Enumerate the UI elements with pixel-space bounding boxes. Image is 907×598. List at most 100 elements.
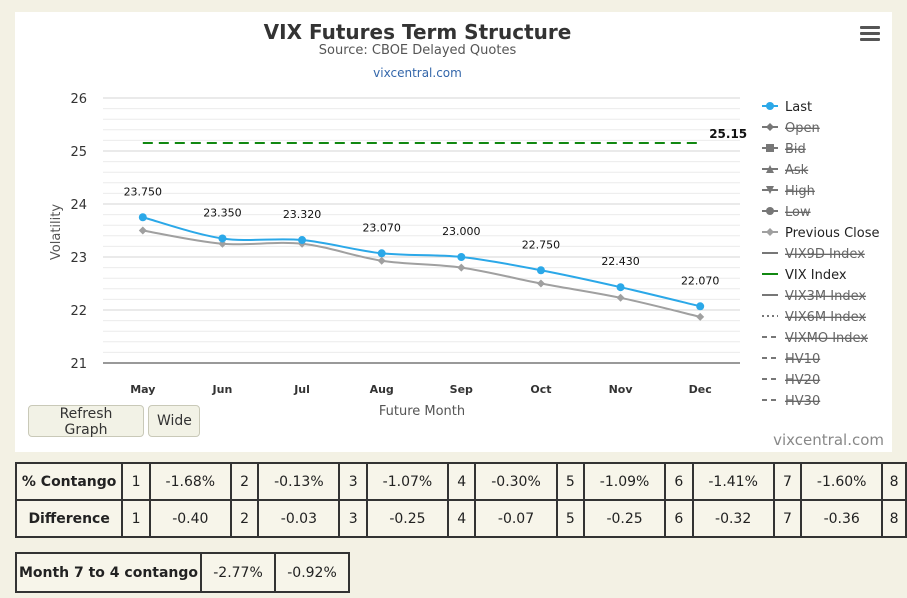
hamburger-menu-icon[interactable] xyxy=(860,26,880,42)
previous-close-point xyxy=(536,279,545,288)
chart-subtitle: Source: CBOE Delayed Quotes xyxy=(318,43,517,58)
data-label: 22.430 xyxy=(601,255,640,268)
x-tick-label: Nov xyxy=(609,383,634,396)
y-tick-label: 23 xyxy=(70,251,87,266)
row-header: % Contango xyxy=(14,462,124,501)
x-tick-label: Jul xyxy=(293,383,310,396)
previous-close-line xyxy=(142,229,701,318)
month-number: 8 xyxy=(881,499,907,538)
month-number: 2 xyxy=(229,499,260,538)
x-tick-label: Aug xyxy=(370,383,394,396)
data-label: 22.070 xyxy=(681,274,720,287)
month-number: 3 xyxy=(338,462,368,501)
month-number: 4 xyxy=(446,499,477,538)
last-point xyxy=(457,253,466,261)
legend-item[interactable]: VIXMO Index xyxy=(785,331,868,346)
last-point xyxy=(218,234,227,243)
contango-table: % Contango 1 -1.68% 2 -0.13% 3 -1.07% 4 … xyxy=(14,462,907,538)
x-axis-title: Future Month xyxy=(379,404,465,419)
previous-close-point xyxy=(138,226,147,235)
legend-item[interactable]: Last xyxy=(785,100,812,115)
legend-item[interactable]: High xyxy=(785,184,815,199)
legend-item[interactable]: Previous Close xyxy=(785,226,880,241)
last-point xyxy=(377,249,386,258)
legend-item[interactable]: VIX3M Index xyxy=(785,289,866,304)
legend-diamond-icon xyxy=(766,228,774,236)
legend-item[interactable]: VIX9D Index xyxy=(785,247,865,262)
data-label: 23.350 xyxy=(203,206,242,219)
legend-item[interactable]: HV10 xyxy=(785,352,820,367)
last-point xyxy=(696,302,705,311)
contango-value: -0.92% xyxy=(274,552,350,593)
contango-value: -1.60% xyxy=(800,462,884,501)
chart-svg: 21 22 23 24 25 26 May Jun Jul Aug Sep Oct Nov Dec Futu… xyxy=(49,92,880,419)
y-axis-title: Volatility xyxy=(49,204,64,260)
legend-item[interactable]: Ask xyxy=(785,163,809,178)
chart-title: VIX Futures Term Structure xyxy=(263,20,572,44)
data-label: 23.750 xyxy=(124,185,163,198)
x-tick-label: Jun xyxy=(212,383,233,396)
month-number: 5 xyxy=(555,462,586,501)
contango-row: % Contango 1 -1.68% 2 -0.13% 3 -1.07% 4 … xyxy=(14,462,907,501)
month-number: 5 xyxy=(555,499,586,538)
site-link[interactable]: vixcentral.com xyxy=(373,66,462,80)
wide-button[interactable]: Wide xyxy=(148,405,200,437)
x-tick-label: Dec xyxy=(689,383,712,396)
last-point xyxy=(298,236,307,245)
legend-triangle-down-icon xyxy=(766,186,774,194)
difference-row: Difference 1 -0.40 2 -0.03 3 -0.25 4 -0.… xyxy=(14,499,907,538)
chart-panel: 21 22 23 24 25 26 May Jun Jul Aug Sep Oct Nov Dec Futu… xyxy=(15,12,892,452)
legend-item[interactable]: VIX6M Index xyxy=(785,310,866,325)
last-point xyxy=(138,213,147,222)
legend-item[interactable]: Open xyxy=(785,121,820,136)
vix-index-label: 25.15 xyxy=(709,127,747,141)
contango-value: -0.30% xyxy=(474,462,558,501)
difference-value: -0.36 xyxy=(800,499,884,538)
legend-dot-icon xyxy=(766,102,774,110)
contango-value: -1.07% xyxy=(365,462,449,501)
last-point xyxy=(536,266,545,275)
previous-close-point xyxy=(696,312,705,321)
previous-close-point xyxy=(377,256,386,265)
row-header: Difference xyxy=(14,499,124,538)
legend-dot-icon xyxy=(766,207,774,215)
difference-value: -0.25 xyxy=(583,499,667,538)
y-tick-label: 24 xyxy=(70,198,87,213)
contango-value: -1.68% xyxy=(148,462,232,501)
difference-value: -0.03 xyxy=(257,499,341,538)
month-number: 7 xyxy=(772,462,803,501)
refresh-graph-button[interactable]: Refresh Graph xyxy=(28,405,144,438)
data-label: 22.750 xyxy=(522,238,561,251)
month-7-to-4-table: Month 7 to 4 contango -2.77% -0.92% xyxy=(15,552,350,593)
difference-value: -0.40 xyxy=(148,499,232,538)
difference-value: -0.07 xyxy=(474,499,558,538)
y-tick-label: 21 xyxy=(70,357,87,372)
month-number: 3 xyxy=(338,499,368,538)
legend-square-icon xyxy=(766,144,774,152)
month-number: 6 xyxy=(664,499,694,538)
legend-item[interactable]: HV20 xyxy=(785,373,820,388)
legend-item[interactable]: HV30 xyxy=(785,394,820,409)
legend-triangle-icon xyxy=(766,165,774,173)
month-number: 4 xyxy=(446,462,477,501)
month-number: 7 xyxy=(772,499,803,538)
data-label: 23.320 xyxy=(283,208,322,221)
x-tick-label: Sep xyxy=(450,383,473,396)
contango-value: -1.09% xyxy=(583,462,667,501)
legend-item[interactable]: Bid xyxy=(785,142,806,157)
y-tick-label: 26 xyxy=(70,92,87,107)
legend-diamond-icon xyxy=(766,123,774,131)
legend-item[interactable]: Low xyxy=(785,205,811,220)
month-number: 8 xyxy=(881,462,907,501)
x-tick-label: May xyxy=(130,383,155,396)
last-point xyxy=(616,283,625,292)
legend-item[interactable]: VIX Index xyxy=(785,268,847,283)
previous-close-point xyxy=(616,293,625,302)
credits-link[interactable]: vixcentral.com xyxy=(773,431,884,449)
previous-close-point xyxy=(457,263,466,272)
difference-value: -0.25 xyxy=(365,499,449,538)
row-header: Month 7 to 4 contango xyxy=(15,552,202,593)
month-number: 1 xyxy=(121,499,151,538)
x-tick-label: Oct xyxy=(530,383,551,396)
data-label: 23.000 xyxy=(442,225,481,238)
